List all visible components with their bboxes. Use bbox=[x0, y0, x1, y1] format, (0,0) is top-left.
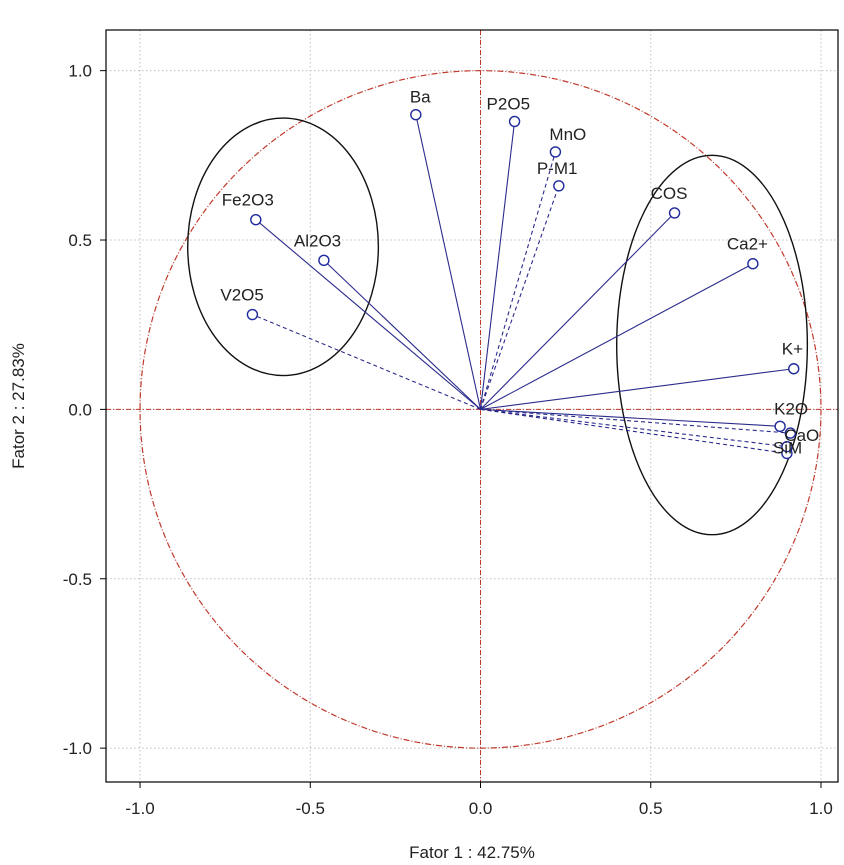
loading-vector bbox=[479, 151, 556, 410]
loading-point bbox=[508, 115, 521, 128]
loading-vector bbox=[480, 408, 788, 454]
y-tick-label: 0.5 bbox=[68, 231, 92, 250]
loading-point bbox=[774, 420, 786, 433]
point-label: K2O bbox=[774, 399, 808, 418]
group-ellipse bbox=[187, 117, 380, 377]
y-tick-label: 1.0 bbox=[68, 62, 92, 81]
y-tick-label: 0.0 bbox=[68, 400, 92, 419]
loading-vector bbox=[479, 185, 560, 410]
loading-point bbox=[781, 440, 793, 453]
x-tick-label: 1.0 bbox=[809, 799, 833, 818]
loading-point bbox=[668, 207, 681, 219]
loading-vector bbox=[480, 263, 754, 410]
loading-vector bbox=[480, 408, 791, 434]
point-label: CaO bbox=[784, 426, 819, 445]
point-label: SiM bbox=[773, 438, 802, 457]
loading-vector bbox=[480, 212, 675, 410]
loading-vectors bbox=[252, 114, 794, 454]
loading-point bbox=[553, 180, 565, 192]
loading-vector bbox=[252, 314, 481, 410]
point-label: MnO bbox=[549, 125, 586, 144]
reference-lines bbox=[106, 30, 838, 782]
loading-point bbox=[788, 363, 800, 375]
group-ellipses bbox=[187, 117, 809, 536]
loading-vector bbox=[415, 114, 482, 410]
point-label: P-M1 bbox=[537, 159, 578, 178]
y-tick-label: -1.0 bbox=[63, 739, 92, 758]
loading-vector bbox=[480, 408, 787, 448]
point-label: Ca2+ bbox=[727, 235, 768, 254]
loading-vector bbox=[480, 368, 794, 410]
loading-point bbox=[250, 213, 262, 226]
point-label: K+ bbox=[782, 340, 803, 359]
loading-vector bbox=[323, 259, 481, 410]
point-label: Fe2O3 bbox=[222, 191, 274, 210]
point-label: V2O5 bbox=[220, 286, 263, 305]
loading-point bbox=[747, 258, 759, 270]
x-tick-label: -1.0 bbox=[125, 799, 154, 818]
loading-point bbox=[246, 308, 259, 321]
y-tick-label: -0.5 bbox=[63, 570, 92, 589]
loading-vector bbox=[480, 408, 781, 427]
group-ellipse bbox=[615, 154, 809, 536]
x-tick-label: 0.5 bbox=[639, 799, 663, 818]
y-axis-title: Fator 2 : 27.83% bbox=[9, 343, 28, 469]
loading-vector bbox=[255, 219, 481, 410]
loading-vector bbox=[479, 121, 516, 410]
x-tick-label: 0.0 bbox=[469, 799, 493, 818]
point-label: Ba bbox=[410, 88, 431, 107]
axis-ticks: -1.0 -0.5 0.0 0.5 1.0 -1.0 -0.5 0.0 0.5 1.0 bbox=[63, 62, 833, 818]
plot-frame bbox=[105, 29, 839, 783]
x-axis-title: Fator 1 : 42.75% bbox=[409, 843, 535, 862]
loading-point bbox=[410, 108, 422, 121]
point-label: Al2O3 bbox=[294, 231, 341, 250]
loading-markers bbox=[246, 108, 800, 460]
loading-point bbox=[549, 146, 562, 158]
x-tick-label: -0.5 bbox=[296, 799, 325, 818]
loading-point bbox=[784, 427, 797, 439]
loading-point bbox=[318, 254, 330, 267]
point-label: P2O5 bbox=[487, 94, 530, 113]
point-label: COS bbox=[651, 184, 688, 203]
